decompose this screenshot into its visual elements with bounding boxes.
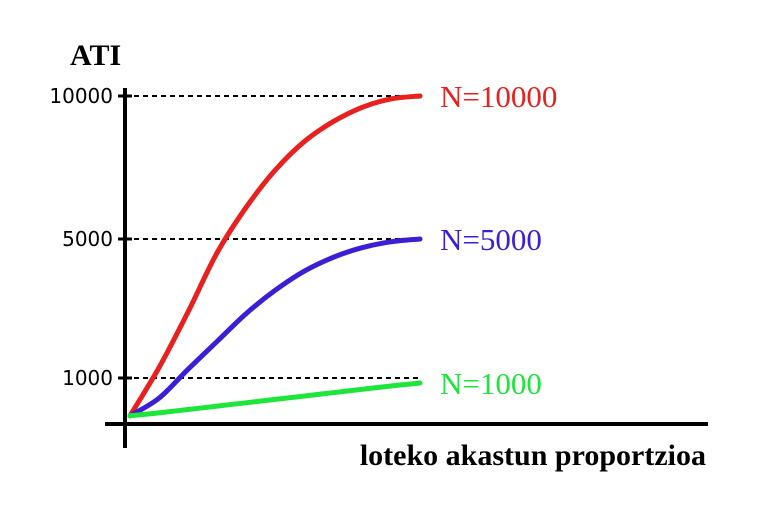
series-label-n-5000: N=5000 [440, 222, 542, 257]
series-lines [127, 93, 423, 419]
series-labels: N=10000 N=5000 N=1000 [440, 79, 557, 401]
x-axis-label: loteko akastun proportzioa [360, 439, 706, 472]
series-label-n-1000: N=1000 [440, 366, 542, 401]
series-label-n-10000: N=10000 [440, 79, 557, 114]
series-line-n-5000 [127, 236, 423, 419]
y-tick-labels: 1000 5000 10000 [49, 84, 132, 390]
series-line-n-10000 [127, 93, 423, 419]
reference-lines [125, 95, 420, 379]
y-tick-label-10000: 10000 [49, 84, 113, 108]
y-tick-label-5000: 5000 [62, 227, 113, 251]
y-axis-label: ATI [70, 39, 121, 72]
y-tick-label-1000: 1000 [62, 366, 113, 390]
series-line-n-1000 [127, 380, 423, 419]
